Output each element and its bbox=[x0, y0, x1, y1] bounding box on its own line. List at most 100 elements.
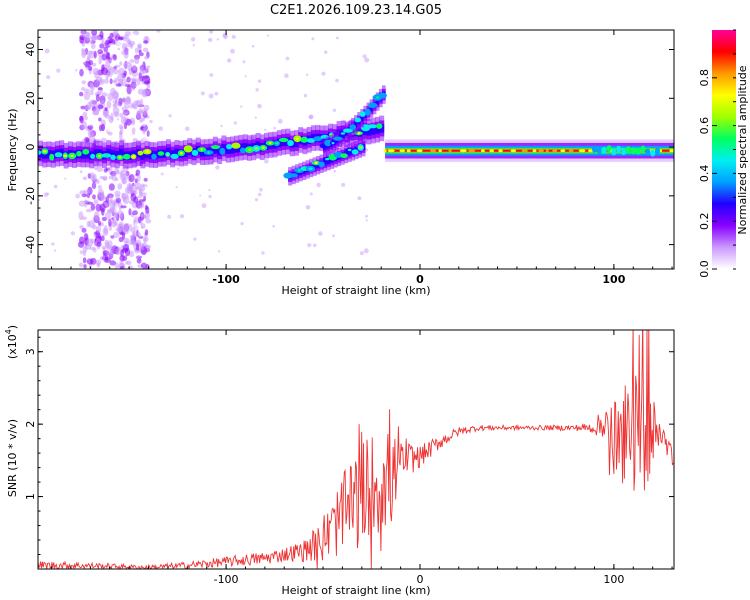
noise-speckle bbox=[91, 35, 97, 42]
noise-speckle bbox=[142, 136, 148, 142]
rising-branch-core bbox=[369, 105, 374, 112]
noise-speckle bbox=[113, 214, 118, 219]
carrier-band-blob bbox=[231, 142, 241, 149]
noise-speckle bbox=[305, 205, 311, 210]
noise-speckle bbox=[128, 250, 135, 258]
noise-speckle bbox=[79, 236, 85, 245]
noise-speckle bbox=[231, 34, 236, 39]
noise-speckle bbox=[79, 250, 84, 255]
spectrogram-ytick-label: 20 bbox=[24, 91, 37, 105]
carrier-band-peak bbox=[207, 151, 210, 154]
noise-speckle bbox=[120, 249, 124, 257]
noise-speckle bbox=[97, 250, 102, 256]
stable-carrier-hotspot bbox=[510, 149, 517, 153]
stable-carrier-hotspot bbox=[552, 149, 558, 153]
stable-carrier-hotspot bbox=[399, 149, 406, 153]
stable-carrier-hotspot bbox=[480, 149, 485, 153]
carrier-band-peak bbox=[145, 150, 149, 153]
carrier-band-blob bbox=[110, 154, 116, 160]
noise-speckle bbox=[81, 216, 87, 220]
carrier-band-peak bbox=[254, 147, 259, 150]
noise-speckle bbox=[46, 75, 51, 80]
noise-speckle bbox=[110, 59, 116, 65]
carrier-band-peak bbox=[42, 150, 47, 153]
noise-speckle bbox=[86, 258, 94, 265]
stable-carrier-disturbance bbox=[635, 147, 641, 155]
noise-speckle bbox=[97, 49, 104, 55]
carrier-band-core bbox=[200, 148, 205, 157]
stable-carrier-disturbance bbox=[611, 148, 617, 156]
noise-speckle bbox=[127, 104, 130, 109]
noise-speckle bbox=[139, 52, 142, 55]
noise-speckle bbox=[116, 39, 123, 48]
noise-speckle bbox=[141, 226, 144, 229]
noise-speckle bbox=[273, 126, 276, 130]
noise-speckle bbox=[200, 91, 205, 96]
stable-carrier-hotspot bbox=[489, 149, 495, 153]
noise-speckle bbox=[139, 204, 144, 209]
noise-speckle bbox=[208, 194, 212, 199]
noise-speckle bbox=[128, 208, 132, 216]
lower-branch-core bbox=[347, 149, 352, 156]
stable-carrier-hotspot bbox=[448, 149, 452, 153]
spectrogram-ylabel: Frequency (Hz) bbox=[6, 109, 19, 192]
snr-xtick-label: -100 bbox=[214, 573, 239, 586]
lower-branch-peak bbox=[314, 161, 318, 165]
carrier-band-core bbox=[183, 148, 188, 158]
noise-speckle bbox=[96, 225, 102, 234]
carrier-band-blob bbox=[191, 149, 199, 156]
noise-speckle bbox=[208, 37, 213, 43]
noise-speckle bbox=[139, 119, 143, 123]
noise-speckle bbox=[105, 59, 111, 68]
stable-carrier-hotspot bbox=[578, 149, 586, 153]
noise-speckle bbox=[132, 210, 138, 216]
noise-speckle bbox=[91, 30, 98, 36]
noise-speckle bbox=[135, 186, 142, 191]
noise-speckle bbox=[81, 50, 87, 56]
carrier-band-blob bbox=[376, 123, 383, 129]
noise-speckle bbox=[115, 197, 122, 204]
noise-speckle bbox=[257, 103, 262, 109]
noise-speckle bbox=[131, 33, 136, 38]
noise-speckle bbox=[108, 43, 114, 47]
rising-branch-core bbox=[375, 98, 380, 105]
snr-xtick-label: 0 bbox=[416, 573, 423, 586]
noise-speckle bbox=[132, 64, 137, 71]
noise-speckle bbox=[134, 57, 140, 65]
noise-speckle bbox=[133, 216, 139, 225]
stable-carrier-hotspot bbox=[498, 149, 503, 153]
chart-title: C2E1.2026.109.23.14.G05 bbox=[270, 3, 442, 18]
noise-speckle bbox=[100, 235, 105, 242]
noise-speckle bbox=[321, 71, 326, 76]
carrier-band-core bbox=[242, 142, 248, 152]
stable-carrier-hotspot bbox=[438, 149, 442, 153]
noise-speckle bbox=[132, 79, 138, 83]
carrier-band-core bbox=[148, 150, 154, 160]
stable-carrier-level-5 bbox=[385, 149, 674, 152]
noise-speckle bbox=[259, 187, 263, 192]
noise-speckle bbox=[311, 37, 315, 41]
stable-carrier-disturbance bbox=[640, 145, 646, 153]
rising-branch-peak bbox=[376, 96, 379, 99]
noise-speckle bbox=[103, 46, 108, 53]
rising-branch-blob bbox=[354, 117, 362, 123]
noise-speckle bbox=[111, 90, 119, 100]
noise-speckle bbox=[332, 108, 337, 113]
noise-speckle bbox=[97, 104, 104, 110]
carrier-band-core bbox=[106, 148, 112, 158]
noise-speckle bbox=[143, 40, 149, 44]
noise-speckle bbox=[255, 88, 259, 92]
noise-speckle bbox=[106, 100, 112, 109]
noise-speckle bbox=[119, 255, 125, 262]
noise-speckle bbox=[220, 124, 223, 128]
lower-branch-peak bbox=[298, 169, 301, 172]
noise-speckle bbox=[79, 225, 84, 229]
noise-speckle bbox=[126, 48, 129, 51]
carrier-band-blob bbox=[157, 151, 165, 156]
noise-speckle bbox=[136, 77, 141, 86]
carrier-band-peak bbox=[98, 154, 101, 158]
carrier-band-peak bbox=[247, 148, 252, 151]
noise-speckle bbox=[115, 83, 122, 87]
carrier-band-core bbox=[119, 148, 124, 158]
noise-speckle bbox=[44, 48, 50, 54]
